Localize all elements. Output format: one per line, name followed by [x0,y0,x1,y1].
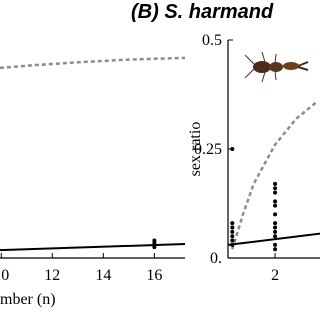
data-point [273,221,278,226]
data-point [230,234,235,239]
panel-title: (B) S. harmand [131,1,274,23]
data-point [273,199,278,204]
x-tick-label: 2 [271,267,279,284]
data-point [273,247,278,252]
y-tick-label: 0. [210,250,222,267]
data-point [273,225,278,230]
x-tick-label: 14 [95,267,111,284]
data-point [230,147,235,151]
data-point [273,190,278,195]
data-point [273,212,278,217]
curve [231,100,319,250]
data-point [273,242,278,247]
curve [0,56,186,70]
data-point [230,242,235,247]
data-point [230,238,235,243]
data-point [273,186,278,191]
data-point [273,234,278,239]
data-point [152,238,157,243]
x-tick-label: 10 [0,267,9,284]
y-axis-label: sex ratio [187,122,204,177]
data-point [230,225,235,230]
data-point [273,203,278,208]
data-point [230,221,235,226]
x-tick-label: 12 [44,267,60,284]
data-point [273,181,278,186]
x-tick-label: 16 [146,267,162,284]
data-point [230,229,235,234]
x-axis-label: mber (n) [0,291,56,308]
y-tick-label: 0.25 [194,141,222,158]
curve [227,232,320,246]
data-point [273,229,278,234]
earwig-icon [244,51,309,83]
y-tick-label: 0.5 [202,32,222,49]
